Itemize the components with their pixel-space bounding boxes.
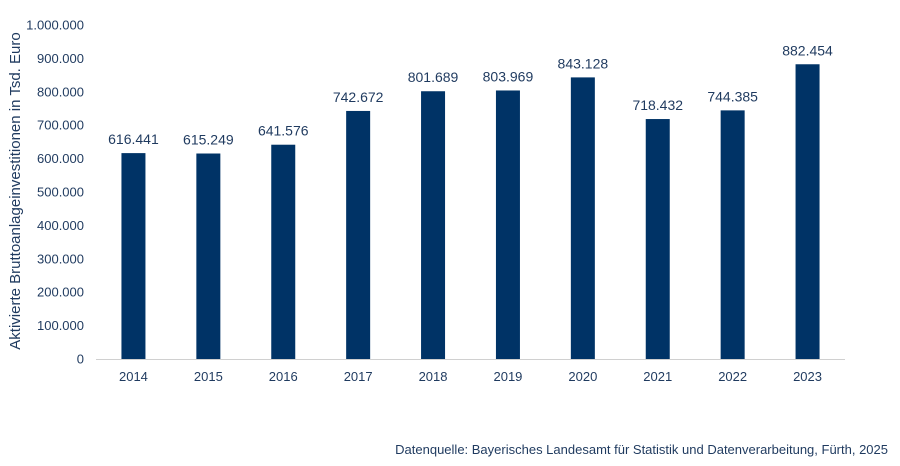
bar-value-label: 641.576 — [258, 123, 309, 139]
x-tick-label: 2018 — [419, 369, 448, 384]
bar-value-label: 718.432 — [632, 97, 683, 113]
y-tick-label: 500.000 — [37, 185, 84, 200]
y-axis-ticks: 0 100.000 200.000 300.000 400.000 500.000 600.… — [26, 18, 84, 367]
x-tick-label: 2022 — [718, 369, 747, 384]
bar-value-label: 615.249 — [183, 132, 234, 148]
y-tick-label: 200.000 — [37, 285, 84, 300]
y-tick-label: 1.000.000 — [26, 18, 84, 33]
y-tick-label: 100.000 — [37, 318, 84, 333]
y-tick-label: 400.000 — [37, 218, 84, 233]
bar-value-label: 801.689 — [408, 69, 459, 85]
bar — [121, 153, 146, 359]
bar-value-label: 882.454 — [782, 42, 833, 58]
bar-value-label: 742.672 — [333, 89, 384, 105]
bar — [495, 90, 520, 359]
bar — [196, 153, 221, 359]
x-tick-label: 2014 — [119, 369, 148, 384]
y-tick-label: 600.000 — [37, 151, 84, 166]
bars-group — [121, 64, 820, 360]
y-tick-label: 0 — [77, 352, 84, 367]
y-axis-title: Aktivierte Bruttoanlageinvestitionen in … — [7, 32, 24, 349]
x-tick-label: 2017 — [344, 369, 373, 384]
y-tick-label: 800.000 — [37, 84, 84, 99]
bar — [795, 64, 820, 359]
bar-value-label: 803.969 — [483, 68, 534, 84]
data-labels-group: 616.441 615.249 641.576 742.672 801.689 803.9… — [108, 42, 833, 147]
y-tick-label: 900.000 — [37, 51, 84, 66]
y-tick-label: 700.000 — [37, 118, 84, 133]
bar — [271, 144, 296, 359]
x-tick-label: 2016 — [269, 369, 298, 384]
bar-value-label: 843.128 — [558, 55, 609, 71]
x-tick-label: 2021 — [643, 369, 672, 384]
x-tick-label: 2020 — [568, 369, 597, 384]
bar — [720, 110, 745, 359]
bar-value-label: 744.385 — [707, 88, 758, 104]
x-tick-label: 2019 — [493, 369, 522, 384]
source-note: Datenquelle: Bayerisches Landesamt für S… — [395, 442, 888, 457]
x-tick-label: 2015 — [194, 369, 223, 384]
bar-value-label: 616.441 — [108, 131, 159, 147]
x-axis-ticks: 2014 2015 2016 2017 2018 2019 2020 2021 2022 2023 — [119, 369, 822, 384]
y-tick-label: 300.000 — [37, 251, 84, 266]
bar — [346, 110, 371, 359]
x-tick-label: 2023 — [793, 369, 822, 384]
bar — [421, 91, 446, 359]
bar — [570, 77, 595, 359]
bar — [645, 119, 670, 360]
